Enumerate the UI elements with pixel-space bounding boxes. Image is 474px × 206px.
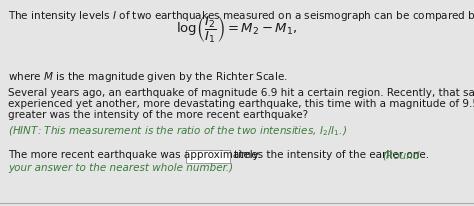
Text: greater was the intensity of the more recent earthquake?: greater was the intensity of the more re… — [8, 110, 308, 120]
Text: (HINT: This measurement is the ratio of the two intensities, $I_2/I_1$.): (HINT: This measurement is the ratio of … — [8, 124, 347, 138]
Text: (Round: (Round — [382, 150, 419, 160]
Text: experienced yet another, more devastating earthquake, this time with a magnitude: experienced yet another, more devastatin… — [8, 99, 474, 109]
Text: $\log\!\left(\dfrac{I_2}{I_1}\right) = M_2 - M_1,$: $\log\!\left(\dfrac{I_2}{I_1}\right) = M… — [176, 15, 298, 45]
Text: where $M$ is the magnitude given by the Richter Scale.: where $M$ is the magnitude given by the … — [8, 70, 288, 84]
Text: times the intensity of the earlier one.: times the intensity of the earlier one. — [234, 150, 429, 160]
Text: your answer to the nearest whole number.): your answer to the nearest whole number.… — [8, 163, 233, 173]
Text: The intensity levels $I$ of two earthquakes measured on a seismograph can be com: The intensity levels $I$ of two earthqua… — [8, 9, 474, 23]
Text: The more recent earthquake was approximately: The more recent earthquake was approxima… — [8, 150, 259, 160]
FancyBboxPatch shape — [186, 150, 230, 163]
Text: Several years ago, an earthquake of magnitude 6.9 hit a certain region. Recently: Several years ago, an earthquake of magn… — [8, 88, 474, 98]
